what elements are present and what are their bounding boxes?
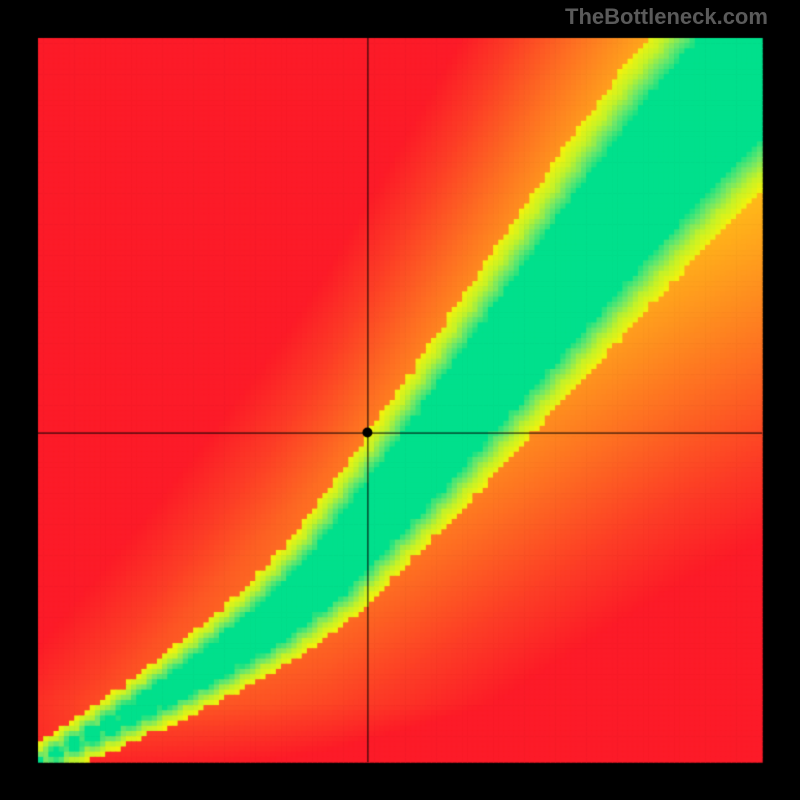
chart-container: TheBottleneck.com: [0, 0, 800, 800]
attribution-text: TheBottleneck.com: [565, 4, 768, 30]
bottleneck-heatmap: [0, 0, 800, 800]
